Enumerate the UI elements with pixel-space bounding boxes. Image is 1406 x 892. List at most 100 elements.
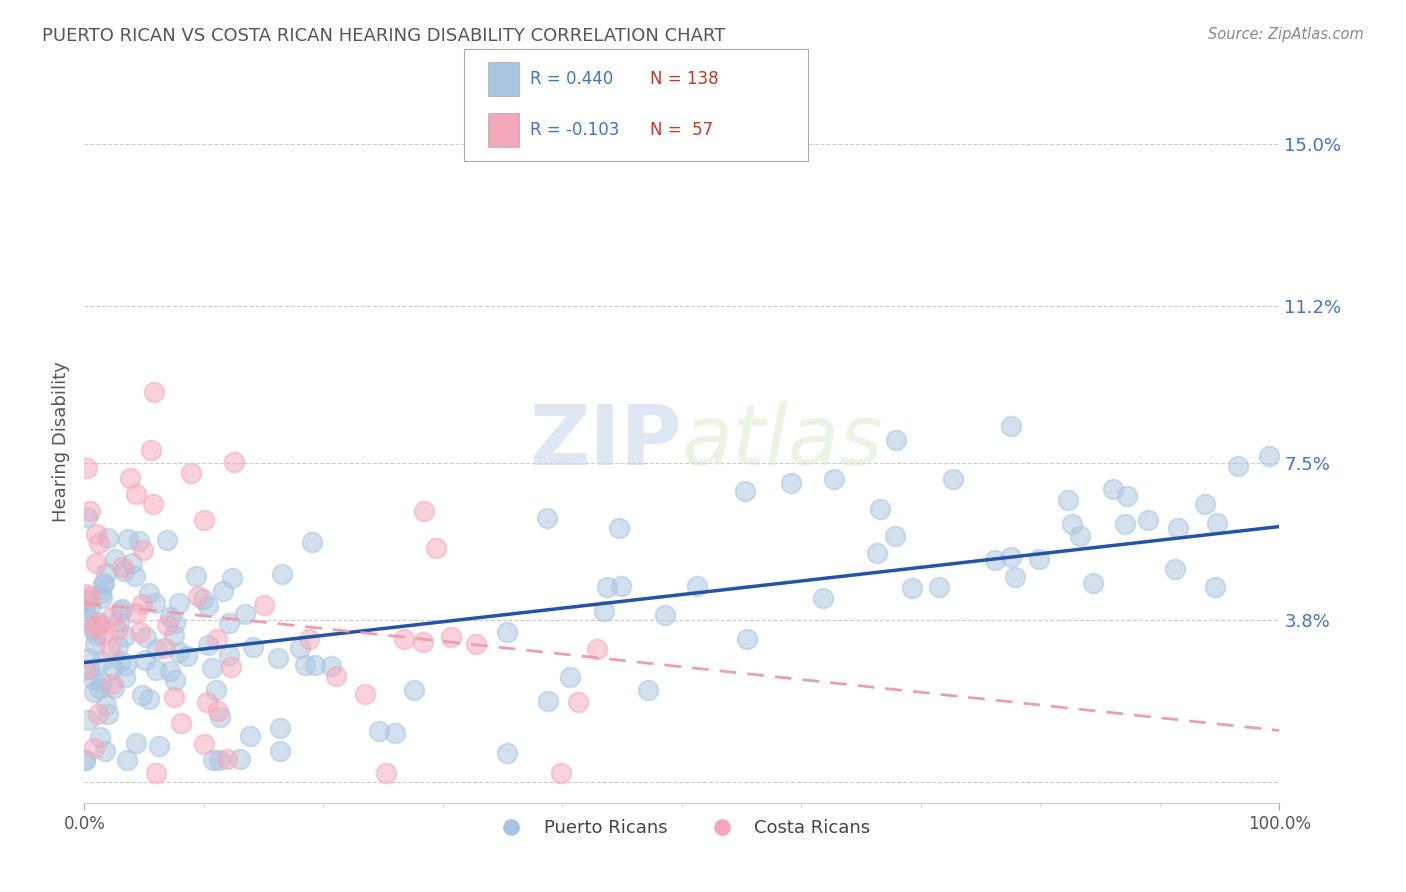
Puerto Ricans [93, 576, 115, 591]
Costa Ricans [139, 443, 162, 458]
Puerto Ricans [191, 592, 214, 607]
Puerto Ricans [75, 593, 97, 607]
Puerto Ricans [1114, 517, 1136, 532]
Puerto Ricans [114, 629, 136, 643]
Puerto Ricans [233, 607, 256, 621]
Puerto Ricans [1258, 449, 1281, 463]
Costa Ricans [464, 637, 486, 651]
Puerto Ricans [869, 502, 891, 516]
Costa Ricans [89, 536, 111, 550]
Puerto Ricans [167, 645, 190, 659]
Costa Ricans [105, 623, 128, 637]
Costa Ricans [142, 497, 165, 511]
Puerto Ricans [288, 641, 311, 656]
Puerto Ricans [197, 599, 219, 613]
Puerto Ricans [121, 556, 143, 570]
Costa Ricans [91, 626, 114, 640]
Puerto Ricans [125, 736, 148, 750]
Costa Ricans [101, 677, 124, 691]
Puerto Ricans [114, 657, 136, 672]
Puerto Ricans [1205, 516, 1227, 530]
Puerto Ricans [117, 532, 139, 546]
Puerto Ricans [167, 596, 190, 610]
Puerto Ricans [103, 681, 125, 695]
Costa Ricans [412, 635, 434, 649]
Costa Ricans [170, 716, 193, 731]
Costa Ricans [567, 695, 589, 709]
Costa Ricans [79, 503, 101, 517]
Puerto Ricans [866, 546, 889, 560]
Puerto Ricans [176, 649, 198, 664]
Puerto Ricans [110, 655, 132, 669]
Puerto Ricans [1136, 513, 1159, 527]
Puerto Ricans [197, 638, 219, 652]
Puerto Ricans [79, 662, 101, 676]
Puerto Ricans [654, 607, 676, 622]
Puerto Ricans [165, 615, 187, 630]
Puerto Ricans [112, 564, 135, 578]
Puerto Ricans [1000, 550, 1022, 565]
Puerto Ricans [79, 599, 101, 614]
Puerto Ricans [107, 639, 129, 653]
Puerto Ricans [135, 630, 157, 644]
Costa Ricans [125, 487, 148, 501]
Puerto Ricans [77, 713, 100, 727]
Puerto Ricans [496, 746, 519, 760]
Costa Ricans [100, 609, 122, 624]
Puerto Ricans [89, 615, 111, 629]
Puerto Ricans [134, 653, 156, 667]
Puerto Ricans [983, 553, 1005, 567]
Puerto Ricans [156, 533, 179, 548]
Costa Ricans [98, 642, 121, 657]
Puerto Ricans [1116, 489, 1139, 503]
Text: N = 138: N = 138 [650, 70, 718, 88]
Puerto Ricans [83, 685, 105, 699]
Text: R = -0.103: R = -0.103 [530, 121, 620, 139]
Puerto Ricans [138, 586, 160, 600]
Puerto Ricans [294, 658, 316, 673]
Puerto Ricans [779, 476, 801, 491]
Puerto Ricans [163, 673, 186, 687]
Puerto Ricans [91, 577, 114, 591]
Puerto Ricans [103, 661, 125, 675]
Costa Ricans [586, 641, 609, 656]
Puerto Ricans [734, 483, 756, 498]
Costa Ricans [82, 619, 104, 633]
Puerto Ricans [218, 615, 240, 630]
Puerto Ricans [1163, 562, 1185, 576]
Puerto Ricans [212, 583, 235, 598]
Puerto Ricans [269, 721, 291, 735]
Costa Ricans [207, 705, 229, 719]
Puerto Ricans [221, 571, 243, 585]
Puerto Ricans [89, 681, 111, 696]
Puerto Ricans [115, 753, 138, 767]
Puerto Ricans [242, 640, 264, 654]
Costa Ricans [439, 630, 461, 644]
Puerto Ricans [104, 552, 127, 566]
Puerto Ricans [1057, 492, 1080, 507]
Costa Ricans [145, 766, 167, 780]
Puerto Ricans [270, 567, 292, 582]
Costa Ricans [156, 618, 179, 632]
Costa Ricans [354, 687, 377, 701]
Costa Ricans [84, 527, 107, 541]
Puerto Ricans [239, 729, 262, 743]
Puerto Ricans [607, 521, 630, 535]
Puerto Ricans [229, 752, 252, 766]
Puerto Ricans [91, 591, 114, 605]
Puerto Ricans [1028, 551, 1050, 566]
Costa Ricans [163, 690, 186, 704]
Puerto Ricans [304, 657, 326, 672]
Puerto Ricans [131, 688, 153, 702]
Puerto Ricans [148, 739, 170, 754]
Puerto Ricans [928, 580, 950, 594]
Puerto Ricans [1194, 497, 1216, 511]
Puerto Ricans [163, 628, 186, 642]
Puerto Ricans [884, 433, 907, 447]
Puerto Ricans [143, 596, 166, 610]
Puerto Ricans [145, 663, 167, 677]
Costa Ricans [207, 632, 229, 646]
Puerto Ricans [94, 744, 117, 758]
Puerto Ricans [202, 753, 225, 767]
Costa Ricans [219, 660, 242, 674]
